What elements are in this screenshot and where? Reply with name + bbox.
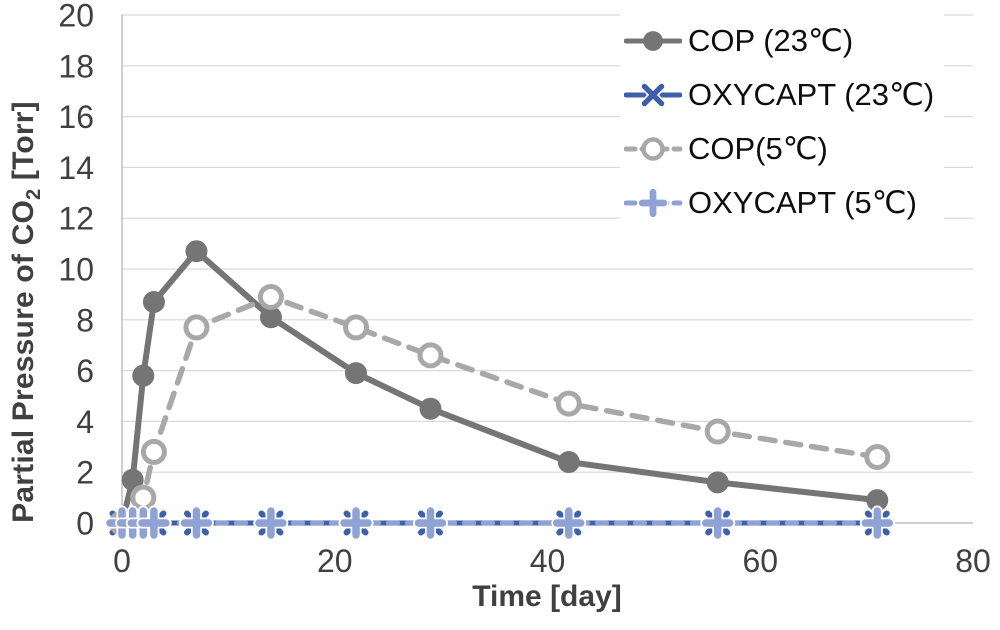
- legend-sample-2: [624, 137, 682, 161]
- legend-label-1: OXYCAPT (23℃): [688, 77, 935, 112]
- series-2-marker: [417, 342, 444, 369]
- y-tick-label-0: 0: [76, 506, 94, 542]
- legend: COP (23℃) OXYCAPT (23℃) COP(5℃) OXYCAPT (5℃…: [620, 12, 945, 232]
- series-3: [104, 505, 895, 541]
- series-0-marker: [132, 364, 155, 387]
- y-axis-title: Partial Pressure of CO2 [Torr]: [7, 101, 45, 523]
- series-2-marker: [140, 438, 167, 465]
- series-2-marker: [183, 314, 210, 341]
- series-0: [111, 240, 889, 534]
- series-0-marker: [142, 291, 165, 314]
- x-tick-label-0: 0: [113, 543, 131, 579]
- y-tick-label-2: 2: [76, 455, 94, 491]
- legend-marker-3: [638, 188, 668, 218]
- y-axis-title-unit: [Torr]: [7, 101, 40, 189]
- legend-marker-1: [641, 83, 665, 107]
- legend-marker-2: [641, 137, 665, 161]
- series-3-marker: [701, 507, 734, 539]
- series-0-marker: [345, 362, 368, 385]
- x-tick-label-80: 80: [955, 543, 991, 579]
- series-3-marker: [340, 507, 372, 539]
- legend-sample-0: [624, 31, 682, 51]
- x-tick-label-20: 20: [317, 543, 353, 579]
- series-0-marker: [121, 468, 144, 491]
- series-0-marker: [706, 471, 729, 494]
- legend-sample-3: [624, 187, 682, 219]
- y-tick-label-14: 14: [58, 150, 94, 186]
- series-2-marker: [343, 314, 370, 341]
- legend-item-0: COP (23℃): [624, 14, 934, 68]
- y-tick-label-6: 6: [76, 353, 94, 389]
- series-0-marker: [419, 397, 442, 420]
- legend-label-3: OXYCAPT (5℃): [688, 185, 917, 220]
- series-3-marker: [255, 507, 287, 539]
- y-axis-title-text: Partial Pressure of CO: [7, 199, 40, 523]
- series-3-marker: [138, 507, 170, 539]
- series-0-marker: [259, 306, 282, 329]
- y-tick-label-4: 4: [76, 404, 94, 440]
- series-3-marker: [180, 507, 213, 539]
- series-2-marker: [257, 283, 284, 310]
- series-3-marker: [861, 507, 894, 539]
- legend-sample-1: [624, 82, 682, 108]
- y-axis-title-subscript: 2: [23, 188, 45, 200]
- legend-item-3: OXYCAPT (5℃): [624, 176, 934, 230]
- legend-item-2: COP(5℃): [624, 122, 934, 176]
- y-tick-label-18: 18: [58, 48, 94, 84]
- legend-label-2: COP(5℃): [688, 131, 828, 166]
- x-axis-title: Time [day]: [472, 580, 622, 613]
- x-tick-label-60: 60: [742, 543, 778, 579]
- series-2-marker: [130, 484, 157, 511]
- series-3-marker: [414, 507, 447, 539]
- series-3-marker: [553, 507, 585, 539]
- series-2: [109, 283, 891, 536]
- y-tick-label-12: 12: [58, 201, 94, 237]
- series-2-marker: [704, 418, 731, 445]
- y-tick-label-10: 10: [58, 252, 94, 288]
- legend-item-1: OXYCAPT (23℃): [624, 68, 934, 122]
- y-tick-label-16: 16: [58, 99, 94, 135]
- series-0-marker: [866, 489, 889, 512]
- y-tick-label-8: 8: [76, 302, 94, 338]
- series-line-0: [119, 248, 881, 526]
- x-tick-label-40: 40: [530, 543, 566, 579]
- legend-label-0: COP (23℃): [688, 23, 854, 58]
- series-0-marker: [185, 240, 208, 263]
- legend-marker-0: [643, 31, 663, 51]
- y-tick-label-20: 20: [58, 0, 94, 34]
- series-2-marker: [555, 390, 582, 417]
- series-0-marker: [557, 451, 580, 474]
- series-2-marker: [864, 443, 891, 470]
